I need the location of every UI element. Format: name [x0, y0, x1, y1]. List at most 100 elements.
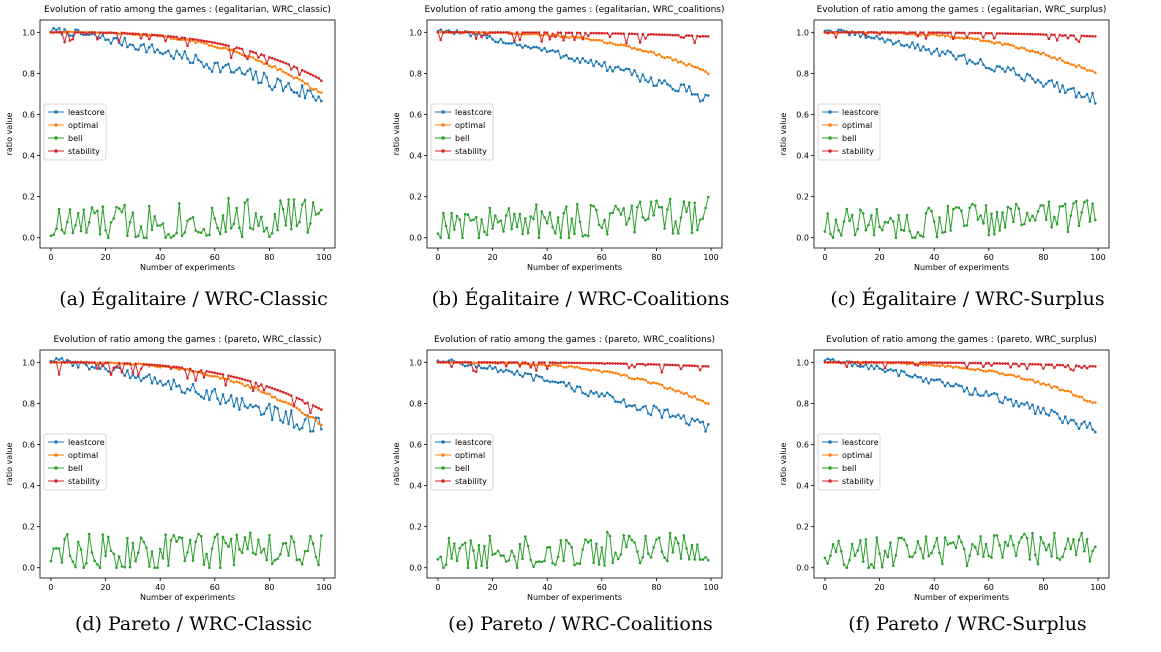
leastcore-point — [881, 37, 884, 40]
leastcore-point — [1042, 406, 1045, 410]
leastcore-point — [625, 405, 628, 408]
bell-point — [685, 210, 688, 213]
leastcore-point — [1012, 404, 1015, 408]
bell-point — [644, 534, 647, 538]
bell-point — [232, 563, 236, 567]
bell-point — [281, 207, 285, 211]
bell-point — [295, 558, 299, 562]
bell-point — [513, 212, 516, 216]
leastcore-point — [300, 426, 304, 430]
stability-point — [123, 32, 126, 35]
leastcore-point — [586, 394, 590, 398]
stability-point — [281, 60, 285, 64]
stability-point — [300, 398, 304, 402]
bell-point — [946, 204, 950, 208]
bell-point — [63, 538, 66, 541]
bell-point — [1014, 554, 1018, 557]
leastcore-point — [941, 50, 944, 54]
leastcore-point — [867, 35, 870, 38]
y-tick-label: 1.0 — [409, 358, 422, 367]
bell-point — [71, 560, 75, 563]
stability-point — [872, 361, 876, 364]
bell-point — [1080, 211, 1083, 214]
bell-point — [976, 218, 980, 221]
leastcore-point — [439, 28, 442, 31]
stability-point — [199, 39, 203, 42]
bell-point — [864, 228, 868, 232]
bell-point — [575, 562, 579, 565]
stability-point — [513, 39, 516, 43]
leastcore-point — [219, 402, 222, 406]
optimal-point — [268, 64, 271, 68]
stability-point — [993, 36, 996, 40]
optimal-point — [630, 47, 634, 50]
stability-point — [251, 50, 255, 54]
stability-point — [938, 31, 941, 34]
legend-marker-stability — [828, 149, 832, 153]
legend-marker-optimal — [828, 123, 832, 127]
leastcore-point — [971, 393, 974, 397]
legend-marker-bell — [828, 466, 832, 470]
stability-point — [317, 76, 320, 80]
stability-point — [219, 42, 222, 46]
bell-point — [902, 538, 906, 541]
bell-point — [848, 219, 851, 223]
optimal-point — [690, 64, 694, 68]
optimal-point — [1091, 401, 1094, 404]
bell-point — [652, 546, 655, 549]
bell-point — [158, 547, 162, 551]
stability-point — [300, 68, 304, 72]
leastcore-point — [518, 43, 522, 47]
leastcore-point — [831, 358, 835, 361]
stability-point — [142, 362, 146, 366]
optimal-point — [693, 65, 696, 69]
stability-point — [690, 34, 694, 37]
bell-point — [897, 536, 900, 540]
bell-point — [935, 536, 939, 540]
bell-point — [990, 556, 993, 559]
bell-point — [477, 236, 481, 239]
stability-point — [861, 31, 865, 34]
leastcore-point — [919, 375, 922, 379]
leastcore-point — [314, 416, 318, 419]
leastcore-point — [1009, 397, 1012, 401]
leastcore-point — [221, 393, 225, 396]
stability-point — [1058, 363, 1062, 367]
bell-point — [845, 207, 849, 211]
leastcore-point — [526, 372, 530, 376]
bell-point — [573, 232, 576, 235]
stability-point — [79, 31, 83, 34]
bell-point — [112, 552, 116, 556]
bell-point — [436, 232, 440, 235]
bell-point — [235, 206, 238, 210]
optimal-point — [696, 398, 699, 401]
y-tick-label: 0.2 — [796, 523, 809, 532]
stability-point — [238, 47, 241, 50]
leastcore-point — [85, 363, 88, 367]
leastcore-point — [592, 392, 595, 395]
stability-point — [109, 373, 113, 376]
leastcore-point — [126, 369, 129, 372]
leastcore-point — [968, 393, 971, 396]
leastcore-point — [1044, 82, 1048, 86]
leastcore-point — [578, 385, 582, 389]
stability-point — [990, 32, 993, 35]
stability-point — [436, 31, 440, 34]
bell-point — [1091, 549, 1094, 553]
leastcore-point — [979, 58, 982, 61]
stability-point — [521, 31, 524, 34]
caption-a: (a) Égalitaire / WRC-Classic — [59, 288, 328, 310]
bell-point — [1080, 531, 1083, 535]
leastcore-point — [698, 99, 702, 103]
bell-point — [524, 535, 527, 538]
leastcore-point — [270, 418, 274, 422]
bell-point — [677, 232, 680, 235]
stability-point — [968, 31, 971, 35]
optimal-point — [232, 381, 236, 384]
stability-point — [878, 361, 881, 364]
stability-point — [98, 361, 102, 364]
optimal-point — [205, 373, 208, 377]
stability-point — [513, 361, 516, 364]
bell-point — [900, 536, 903, 540]
bell-point — [262, 547, 266, 551]
